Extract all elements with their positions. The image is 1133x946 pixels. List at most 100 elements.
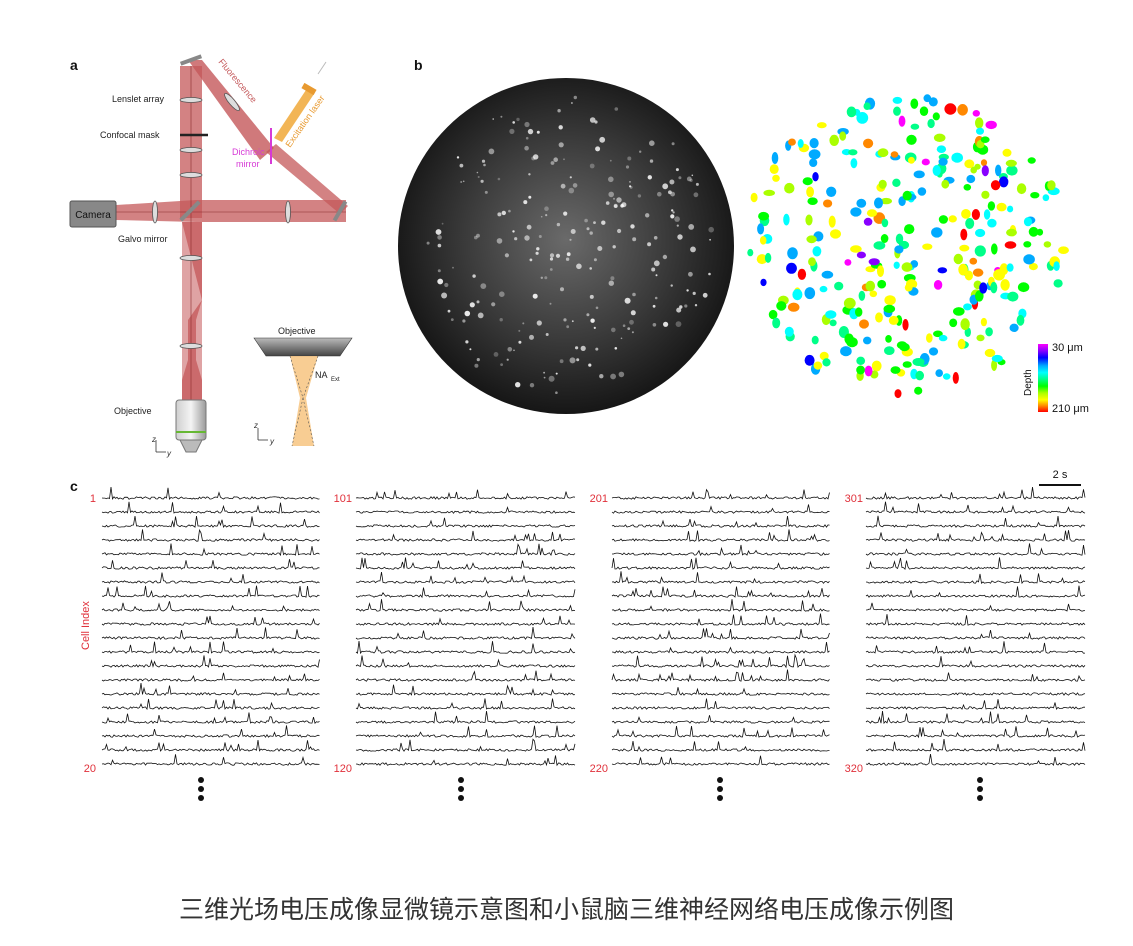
voltage-trace (355, 670, 576, 682)
cell-marker (991, 359, 998, 372)
voltage-trace (101, 515, 320, 529)
cell-marker (772, 174, 780, 182)
cell-marker (808, 149, 821, 160)
neuron-punctum (593, 221, 596, 225)
voltage-trace (101, 641, 320, 654)
cell-marker (894, 389, 902, 399)
neuron-punctum (518, 340, 522, 344)
cell-marker (797, 139, 804, 148)
neuron-punctum (476, 171, 479, 174)
neuron-punctum (444, 282, 449, 288)
cell-marker (866, 209, 878, 217)
neuron-punctum (614, 107, 619, 111)
voltage-trace (865, 656, 1086, 668)
neuron-punctum (632, 237, 637, 242)
cell-marker (784, 182, 795, 194)
group-end-index: 120 (334, 763, 352, 775)
voltage-trace (101, 739, 320, 752)
neuron-punctum (553, 157, 558, 162)
neuron-punctum (441, 292, 448, 299)
voltage-trace (101, 559, 320, 570)
cell-marker (812, 246, 822, 257)
panel-label-b: b (414, 57, 423, 73)
neuron-punctum (500, 363, 503, 366)
cell-marker (965, 218, 975, 229)
neuron-punctum (597, 246, 603, 251)
neuron-punctum (570, 229, 576, 234)
cell-marker (960, 228, 968, 241)
neuron-punctum (566, 325, 570, 329)
neuron-punctum (563, 158, 565, 161)
neuron-punctum (499, 318, 503, 322)
neuron-punctum (631, 331, 634, 334)
cell-marker (933, 280, 943, 290)
cell-marker (953, 307, 965, 316)
cell-marker (912, 358, 925, 366)
voltage-trace (865, 543, 1086, 556)
cell-marker (901, 262, 913, 272)
cell-marker (976, 334, 985, 342)
neuron-punctum (609, 159, 612, 162)
cell-marker (928, 97, 938, 107)
neuron-punctum (568, 187, 575, 194)
fluorescence-fov-image (398, 78, 734, 414)
neuron-punctum (586, 313, 590, 317)
cell-marker (880, 234, 889, 243)
neuron-punctum (613, 197, 615, 200)
cell-marker (985, 120, 997, 130)
panel-label-c: c (70, 478, 78, 494)
voltage-trace (355, 517, 576, 528)
neuron-punctum (708, 272, 711, 276)
neuron-punctum (462, 319, 466, 323)
depth-bottom-label: 210 μm (1052, 403, 1089, 415)
neuron-punctum (556, 222, 561, 227)
cell-marker (990, 180, 1001, 191)
lens (179, 147, 203, 153)
neuron-punctum (676, 307, 682, 313)
neuron-punctum (476, 233, 480, 238)
voltage-trace (355, 738, 576, 752)
cell-marker (893, 106, 901, 116)
neuron-punctum (595, 347, 599, 351)
voltage-trace (865, 602, 1086, 612)
trace-group-3: 201 220 (590, 488, 830, 775)
voltage-trace (101, 543, 320, 557)
voltage-trace (355, 615, 576, 626)
neuron-punctum (617, 228, 622, 234)
cell-marker (966, 174, 976, 184)
neuron-punctum (549, 253, 555, 258)
neuron-punctum (708, 226, 714, 233)
cell-marker (1036, 228, 1044, 236)
cell-marker (855, 307, 863, 317)
cell-marker (830, 229, 841, 239)
ellipsis-dot (717, 795, 723, 801)
cell-marker (1017, 282, 1030, 293)
neuron-punctum (618, 371, 625, 378)
cell-marker (823, 199, 833, 208)
cell-marker (969, 257, 978, 265)
neuron-punctum (688, 271, 693, 277)
neuron-punctum (649, 140, 655, 146)
neuron-punctum (509, 128, 515, 134)
cell-marker (914, 386, 923, 395)
cell-marker (863, 336, 872, 345)
cell-marker (922, 243, 933, 250)
cell-marker (983, 209, 991, 220)
cell-marker (987, 201, 996, 211)
cell-marker (996, 202, 1007, 212)
cell-marker (906, 134, 917, 145)
cell-marker (908, 156, 915, 164)
neuron-punctum (589, 294, 594, 299)
laser-source (301, 82, 317, 96)
voltage-trace (865, 754, 1086, 766)
cell-marker (885, 335, 892, 343)
neuron-punctum (524, 121, 530, 128)
cell-marker (768, 309, 778, 320)
axis-z-label: z (151, 435, 156, 444)
cell-marker (840, 346, 852, 357)
cell-marker (863, 217, 873, 226)
neuron-punctum (531, 156, 536, 161)
cell-marker (935, 369, 943, 377)
neuron-punctum (512, 230, 515, 233)
cell-marker (865, 280, 876, 292)
